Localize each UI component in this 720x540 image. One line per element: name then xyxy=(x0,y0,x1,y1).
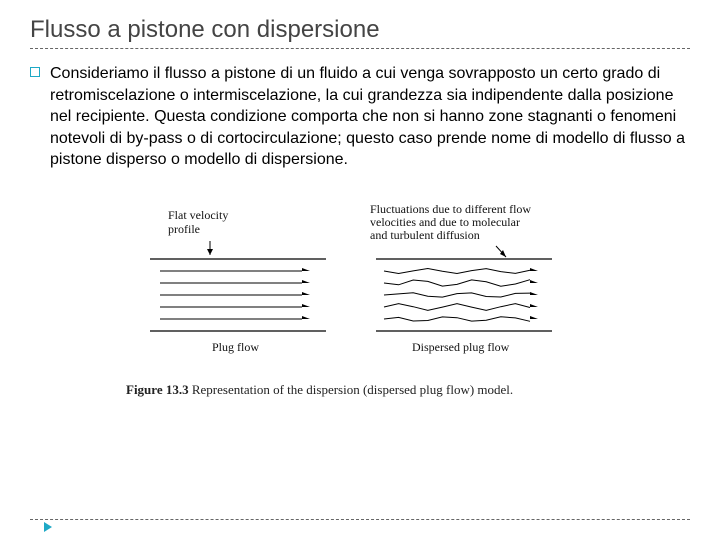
svg-text:Fluctuations due to different: Fluctuations due to different flow xyxy=(370,202,531,216)
footer-triangle-icon xyxy=(44,522,52,532)
body-paragraph: Consideriamo il flusso a pistone di un f… xyxy=(50,63,690,171)
para-text-1: Consideriamo il flusso a pistone di un f… xyxy=(50,65,448,82)
footer-rule xyxy=(30,519,690,520)
figure: Flat velocityprofile Fluctuations due to … xyxy=(120,201,600,399)
svg-text:Dispersed plug flow: Dispersed plug flow xyxy=(412,340,510,354)
page-title: Flusso a pistone con dispersione xyxy=(30,16,690,48)
svg-text:velocities and due to molecula: velocities and due to molecular xyxy=(370,215,520,229)
svg-text:Flat velocity: Flat velocity xyxy=(168,208,228,222)
para-text-3: . xyxy=(344,151,348,168)
figure-caption-strong: Figure 13.3 xyxy=(126,382,189,397)
bullet-square-icon xyxy=(30,67,40,77)
svg-text:profile: profile xyxy=(168,222,200,236)
figure-caption: Figure 13.3 Representation of the disper… xyxy=(120,381,600,399)
svg-text:Plug flow: Plug flow xyxy=(212,340,259,354)
figure-svg: Flat velocityprofile Fluctuations due to … xyxy=(120,201,600,371)
title-underline xyxy=(30,48,690,49)
svg-text:and turbulent diffusion: and turbulent diffusion xyxy=(370,228,480,242)
figure-caption-rest: Representation of the dispersion (disper… xyxy=(189,382,514,397)
figure-wrap: Flat velocityprofile Fluctuations due to … xyxy=(30,201,690,399)
body-paragraph-row: Consideriamo il flusso a pistone di un f… xyxy=(30,63,690,171)
